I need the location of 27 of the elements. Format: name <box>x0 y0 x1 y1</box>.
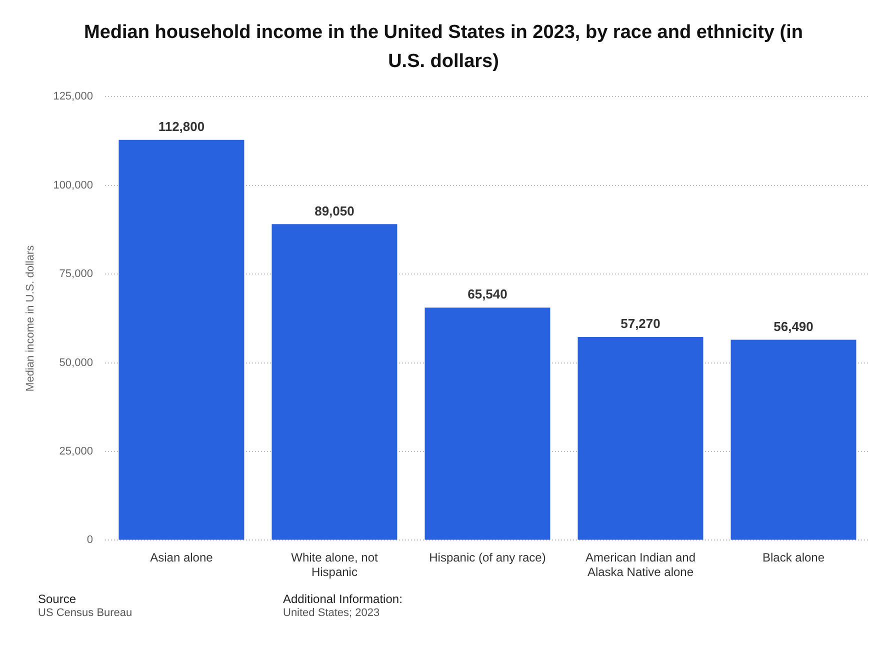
bar <box>118 140 244 540</box>
text: Source <box>38 592 78 606</box>
bar <box>730 340 856 540</box>
x-tick-label: White alone, not Hispanic <box>291 550 378 580</box>
text: US Census Bureau <box>38 606 132 620</box>
y-tick-label: 0 <box>86 534 93 546</box>
data-label: 57,270 <box>620 316 660 332</box>
x-tick-label: Black alone <box>762 550 825 565</box>
chart-title: Median household income in the United States in 2023, by race and ethnicity (in U.S. dollars) <box>83 21 804 74</box>
text: Additional Information: <box>283 592 402 606</box>
y-axis-title: Median income in U.S. dollars <box>24 244 37 392</box>
y-tick-label: 50,000 <box>59 356 93 369</box>
bar <box>272 224 398 540</box>
data-label: 112,800 <box>158 118 205 134</box>
x-tick-label: Hispanic (of any race) <box>429 550 546 565</box>
bar <box>578 336 704 540</box>
x-tick-label: American Indian and Alaska Native alone <box>585 550 696 580</box>
x-tick-label: Asian alone <box>150 550 214 565</box>
data-label: 89,050 <box>314 203 354 218</box>
text: United States; 2023 <box>283 606 381 620</box>
data-label: 56,490 <box>774 318 814 334</box>
data-label: 65,540 <box>468 286 508 302</box>
y-tick-label: 100,000 <box>53 179 93 192</box>
bar <box>424 308 550 540</box>
y-tick-label: 125,000 <box>53 90 93 103</box>
y-tick-label: 25,000 <box>59 446 93 458</box>
y-tick-label: 75,000 <box>59 268 93 280</box>
